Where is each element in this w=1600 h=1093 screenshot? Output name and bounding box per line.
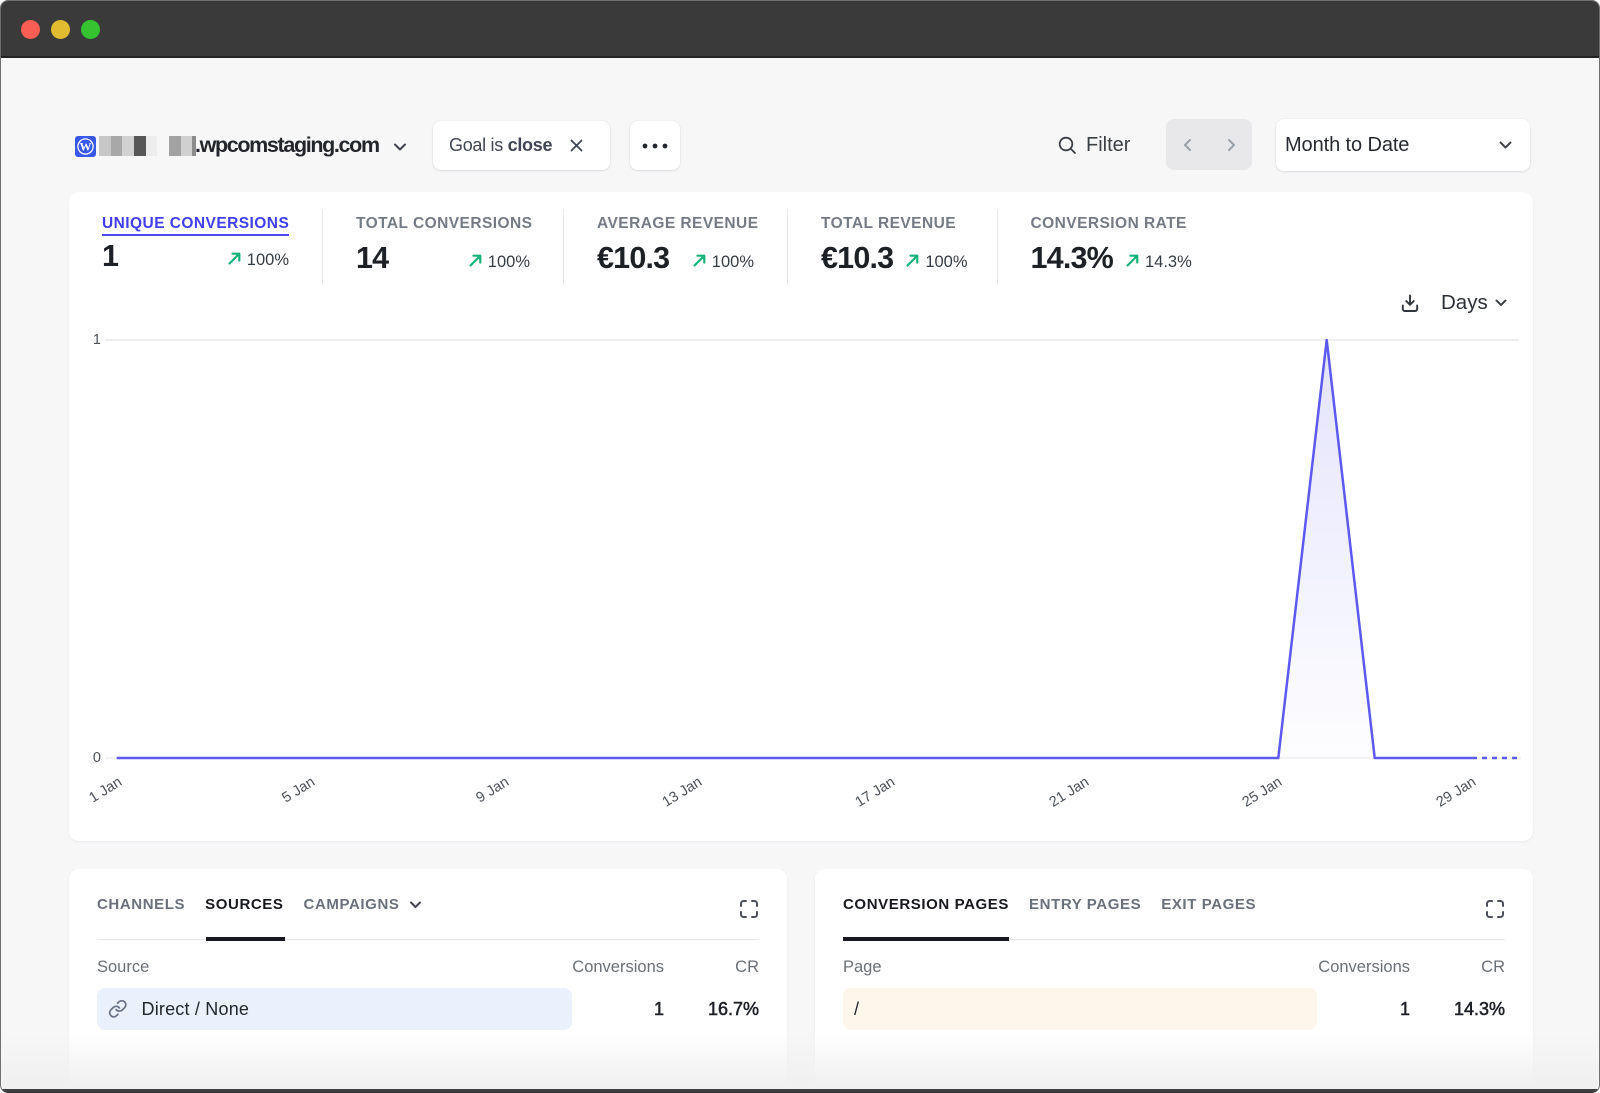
svg-text:W: W [80,140,92,154]
